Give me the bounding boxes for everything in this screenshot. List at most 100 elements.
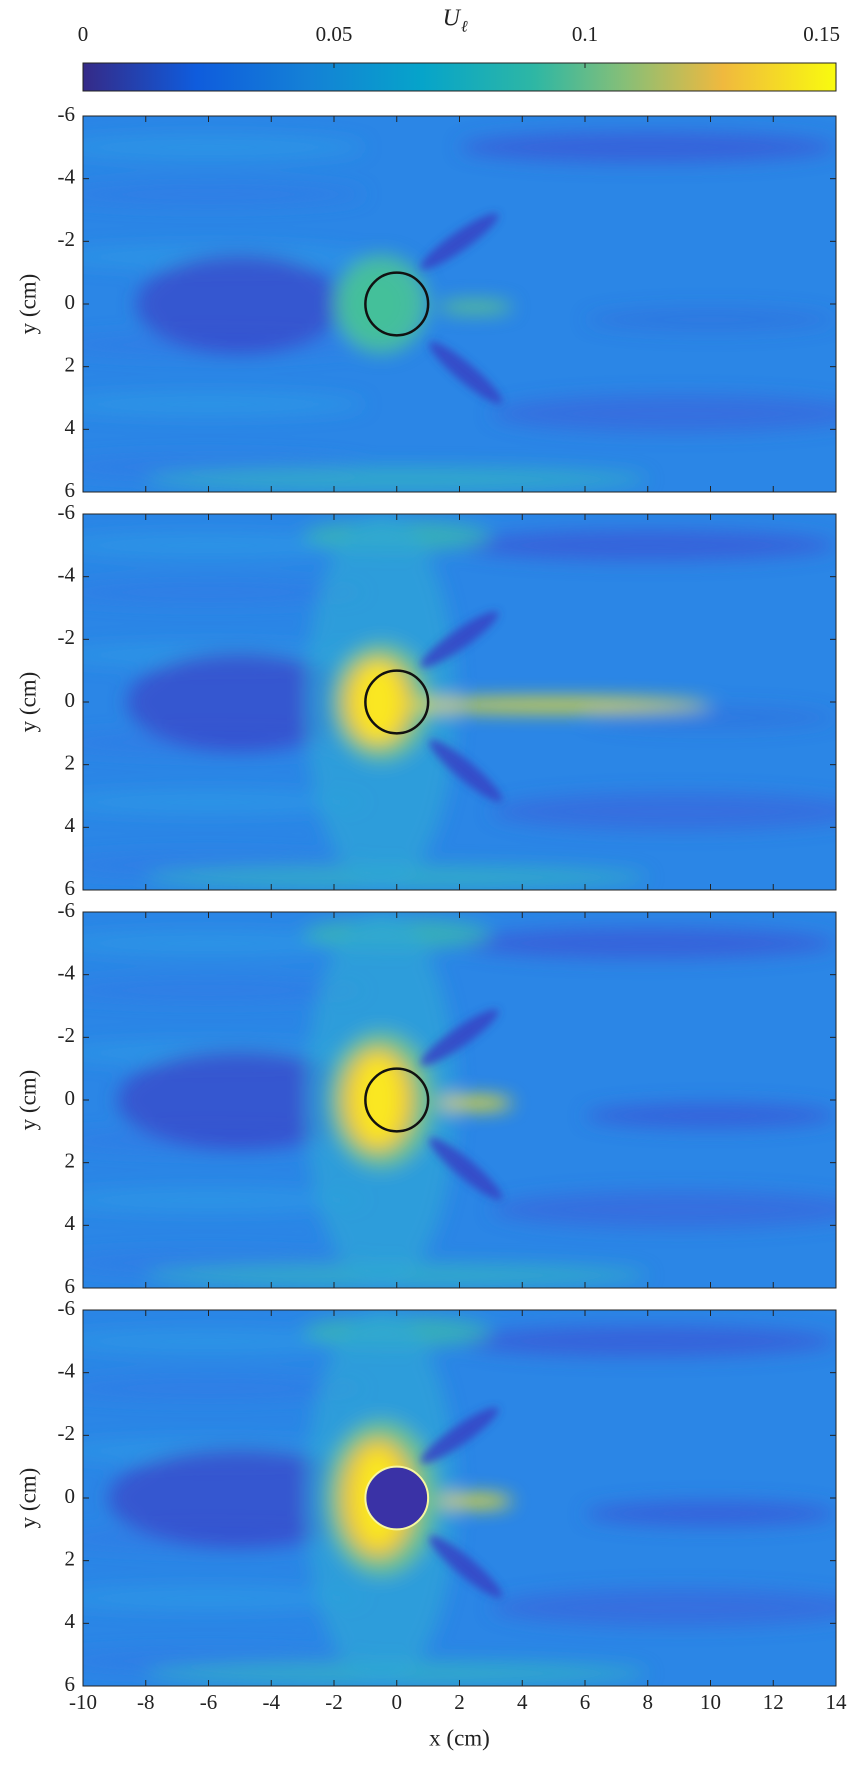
y-tick-label: 2 (65, 1546, 76, 1570)
y-tick-label: -6 (58, 102, 76, 126)
field-feature (490, 792, 836, 831)
field-streaks (420, 611, 503, 803)
field-features (83, 912, 836, 1288)
y-tick-label: 6 (65, 876, 76, 900)
field-feature (585, 1103, 836, 1129)
y-tick-label: 4 (65, 1609, 76, 1633)
field-feature (420, 1009, 499, 1066)
y-tick-label: 4 (65, 1211, 76, 1235)
colorbar-tick-label: 0.15 (803, 22, 840, 46)
field-feature (83, 393, 366, 416)
x-tick-label: 0 (392, 1690, 403, 1714)
x-tick-label: 14 (826, 1690, 848, 1714)
field-feature (490, 1190, 836, 1229)
field-streaks (420, 1009, 503, 1201)
x-tick-label: 6 (580, 1690, 591, 1714)
field-feature (585, 705, 836, 731)
cylinder (364, 1465, 430, 1531)
field-feature (355, 1057, 400, 1143)
field-feature (585, 1501, 836, 1527)
field-feature (420, 213, 499, 270)
y-tick-label: -6 (58, 500, 76, 524)
field-feature (126, 651, 353, 753)
field (83, 116, 836, 492)
field-feature (490, 1588, 836, 1627)
y-tick-label: 0 (65, 688, 76, 712)
colorbar-tick-label: 0.1 (572, 22, 598, 46)
y-axis-label: y (cm) (15, 672, 40, 733)
x-tick-label: 10 (700, 1690, 721, 1714)
y-tick-label: 6 (65, 478, 76, 502)
x-tick-label: -2 (325, 1690, 343, 1714)
field-feature (459, 529, 836, 561)
field-feature (108, 1447, 372, 1549)
field-streaks (420, 213, 503, 405)
field-feature (429, 341, 503, 405)
y-tick-label: -4 (58, 1358, 76, 1382)
x-tick-label: 4 (517, 1690, 528, 1714)
field-feature (420, 1407, 499, 1464)
field-feature (437, 1494, 513, 1509)
cylinder (364, 1067, 430, 1133)
field-feature (83, 979, 366, 1002)
y-tick-label: 6 (65, 1274, 76, 1298)
y-tick-label: 0 (65, 1086, 76, 1110)
field-feature (585, 307, 836, 333)
field-feature (420, 611, 499, 668)
field-feature (136, 253, 344, 355)
field-feature (83, 791, 366, 814)
y-tick-label: 0 (65, 1484, 76, 1508)
y-axis-label: y (cm) (15, 1468, 40, 1529)
x-tick-label: -8 (137, 1690, 155, 1714)
field-feature (344, 267, 411, 341)
y-tick-label: 6 (65, 1672, 76, 1696)
y-tick-label: -4 (58, 960, 76, 984)
cylinder (364, 669, 430, 735)
field-feature (145, 466, 648, 492)
field-feature (117, 1049, 363, 1151)
field-feature (83, 932, 366, 955)
field-features (83, 131, 836, 492)
field-feature (83, 136, 366, 159)
field-feature (429, 739, 503, 803)
y-tick-label: -2 (58, 1023, 76, 1047)
x-tick-label: -6 (200, 1690, 218, 1714)
y-tick-label: 2 (65, 1148, 76, 1172)
field-feature (83, 183, 366, 206)
y-tick-label: 2 (65, 352, 76, 376)
y-axis-label: y (cm) (15, 274, 40, 335)
x-tick-label: -4 (263, 1690, 281, 1714)
y-tick-label: 2 (65, 750, 76, 774)
field-feature (459, 131, 836, 163)
field-feature (355, 664, 400, 740)
colorbar-tick-label: 0 (78, 22, 89, 46)
x-tick-label: 2 (454, 1690, 465, 1714)
field-feature (83, 1330, 366, 1353)
cylinder (364, 271, 430, 337)
field-feature (83, 1587, 366, 1610)
y-tick-label: 0 (65, 290, 76, 314)
y-tick-label: -2 (58, 625, 76, 649)
y-tick-label: -2 (58, 227, 76, 251)
colorbar-label-sub: ℓ (461, 19, 468, 36)
field-feature (83, 534, 366, 557)
y-tick-label: -4 (58, 562, 76, 586)
field-feature (459, 1325, 836, 1358)
x-tick-label: 8 (643, 1690, 654, 1714)
field (83, 514, 836, 890)
field-feature (396, 698, 711, 713)
y-tick-label: -6 (58, 1296, 76, 1320)
y-tick-label: 4 (65, 813, 76, 837)
colorbar-label: U (443, 6, 462, 32)
colorbar-tick-label: 0.05 (316, 22, 353, 46)
field-feature (83, 581, 366, 604)
field-feature (437, 300, 513, 315)
field-feature (490, 394, 836, 433)
y-axis-label: y (cm) (15, 1070, 40, 1131)
field (83, 1310, 836, 1686)
field-feature (429, 1535, 503, 1599)
x-tick-label: -10 (69, 1690, 97, 1714)
field-feature (437, 1096, 513, 1111)
